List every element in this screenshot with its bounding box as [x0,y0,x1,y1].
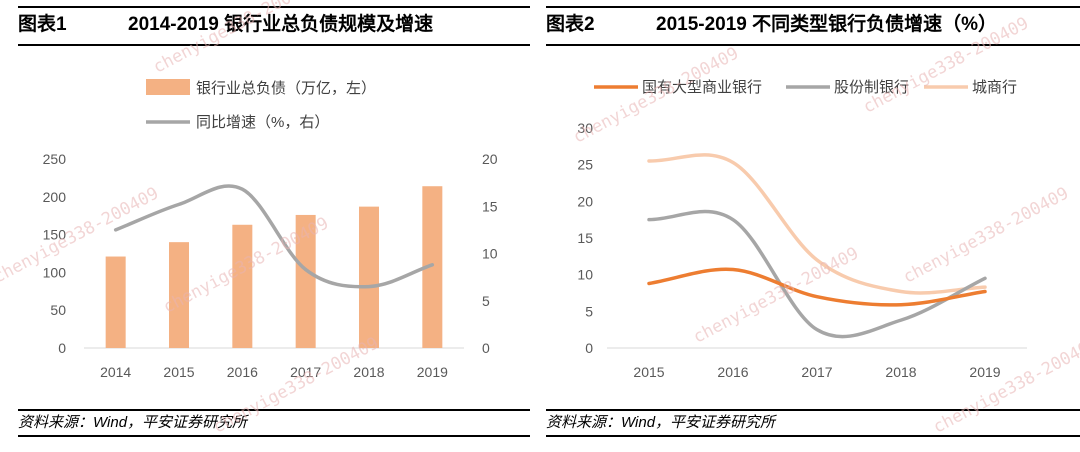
legend-label-joint-stock: 股份制银行 [834,79,909,96]
y-tick-label: 15 [577,230,593,246]
y-right-tick-label: 5 [482,293,490,309]
y-tick-label: 10 [577,267,593,283]
legend-label-liabilities: 银行业总负债（万亿，左） [196,80,376,97]
bar-2019 [422,186,443,348]
chart-title: 图表1 2014-2019 银行业总负债规模及增速 [18,8,530,42]
growth-rate-line [113,184,435,289]
x-tick-label: 2016 [717,364,748,380]
source-top-rule [18,409,530,411]
legend-label-growth: 同比增速（%，右） [196,114,329,131]
bar-2014 [105,256,126,348]
x-tick-label: 2019 [969,364,1000,380]
figure-title: 2014-2019 银行业总负债规模及增速 [128,14,434,35]
y-left-tick-label: 250 [43,151,67,167]
x-tick-label: 2019 [417,364,448,380]
legend-label-state-owned: 国有大型商业银行 [642,79,762,96]
chart-panel-bank-type-growth: 图表2 2015-2019 不同类型银行负债增速（%） 国有大型商业银行 股份制银行… [546,0,1080,452]
chart-title: 图表2 2015-2019 不同类型银行负债增速（%） [546,8,1080,42]
bank-type-chart-svg: 国有大型商业银行 股份制银行 城商行 0 5 10 15 20 25 30 2015 2016 2017… [577,79,1027,380]
x-tick-label: 2015 [163,364,194,380]
x-tick-label: 2018 [885,364,916,380]
x-tick-label: 2016 [227,364,258,380]
source-bottom-rule [18,435,530,437]
x-tick-label: 2017 [290,364,321,380]
y-tick-label: 0 [585,340,593,356]
series-line-joint-stock [647,209,987,339]
x-tick-label: 2017 [801,364,832,380]
y-tick-label: 30 [577,120,593,136]
series-line-state-owned [647,267,987,307]
figure-title: 2015-2019 不同类型银行负债增速（%） [656,14,998,35]
figure-label: 图表1 [18,14,67,35]
bar-2016 [232,224,253,348]
title-top-rule [18,6,530,8]
title-bottom-rule [546,44,1080,46]
bar-2017 [295,214,316,348]
source-top-rule [546,409,1080,411]
y-left-tick-label: 0 [58,340,66,356]
title-top-rule [546,6,1080,8]
y-tick-label: 20 [577,193,593,209]
x-tick-label: 2015 [633,364,664,380]
source-bottom-rule [546,435,1080,437]
y-left-tick-label: 150 [43,227,67,243]
legend-swatch-bar [146,79,190,95]
y-right-tick-label: 15 [482,198,498,214]
source-note: 资料来源：Wind，平安证券研究所 [18,414,248,431]
bar-2015 [169,242,189,348]
y-tick-label: 25 [577,157,593,173]
source-note: 资料来源：Wind，平安证券研究所 [546,414,776,431]
liabilities-chart-svg: 银行业总负债（万亿，左） 同比增速（%，右） 0 50 100 150 200 250 0 5 10… [43,79,498,380]
y-right-tick-label: 20 [482,151,498,167]
chart-panel-total-liabilities: 图表1 2014-2019 银行业总负债规模及增速 银行业总负债（万亿，左） 同比增… [0,0,530,452]
x-tick-label: 2014 [100,364,131,380]
y-left-tick-label: 50 [50,302,66,318]
series-line-city-commercial [647,153,987,295]
figure-label: 图表2 [546,14,595,35]
x-tick-label: 2018 [353,364,384,380]
y-left-tick-label: 200 [43,189,67,205]
y-tick-label: 5 [585,303,593,319]
bar-2018 [359,206,379,348]
y-left-tick-label: 100 [43,264,67,280]
legend-label-city-commercial: 城商行 [972,79,1017,96]
title-bottom-rule [18,44,530,46]
y-right-tick-label: 10 [482,246,498,262]
y-right-tick-label: 0 [482,340,490,356]
